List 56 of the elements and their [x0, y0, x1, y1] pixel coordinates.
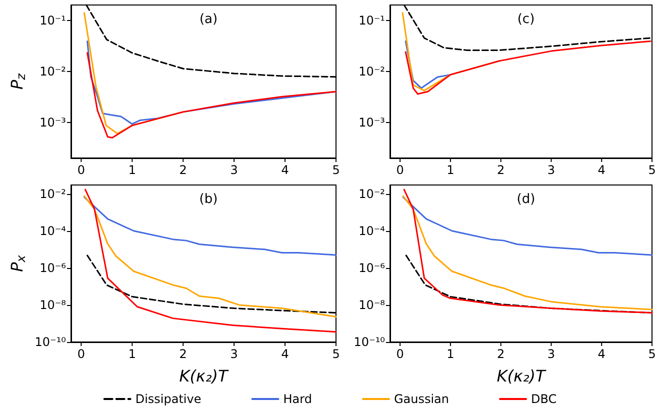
- y-tick-label: 10⁻⁶: [358, 260, 386, 275]
- line-series: [86, 52, 337, 138]
- x-tick-label: 2: [497, 163, 505, 177]
- x-tick-label: 3: [547, 163, 556, 177]
- y-tick-label: 10⁻⁶: [40, 260, 66, 275]
- x-tick-label: 4: [281, 347, 289, 361]
- x-axis-title: K(κ₂)T: [496, 366, 547, 386]
- text: (b): [199, 192, 218, 207]
- x-tick-label: 2: [497, 347, 505, 361]
- x-tick-label: 0: [396, 347, 404, 361]
- legend-label: Dissipative: [135, 392, 202, 406]
- y-tick-label: 10⁻¹⁰: [34, 335, 66, 349]
- y-tick-label: 10⁻²: [40, 186, 66, 201]
- y-tick-label: 10⁻⁸: [358, 298, 386, 312]
- x-tick-label: 3: [230, 163, 238, 177]
- x-tick-label: 4: [281, 163, 289, 177]
- line-series: [84, 195, 337, 318]
- line-series: [84, 188, 337, 333]
- x-tick-label: 2: [179, 163, 187, 177]
- x-tick-label: 5: [648, 163, 656, 177]
- x-tick-label: 0: [77, 163, 86, 177]
- x-tick-label: 3: [547, 347, 556, 361]
- y-tick-label: 10⁻²: [358, 64, 386, 78]
- y-axis-title: Pz: [8, 72, 28, 90]
- x-tick-label: 1: [446, 163, 454, 177]
- legend-label: Gaussian: [394, 392, 450, 406]
- x-tick-label: 5: [332, 347, 340, 361]
- x-tick-label: 2: [179, 347, 187, 361]
- x-tick-label: 4: [598, 347, 606, 361]
- y-tick-label: 10⁻¹: [358, 13, 386, 28]
- x-tick-label: 3: [230, 347, 238, 361]
- text: (d): [516, 192, 536, 207]
- y-tick-label: 10⁻²: [358, 186, 386, 201]
- y-axis-title: Px: [8, 254, 28, 272]
- y-tick-label: 10⁻⁴: [40, 224, 66, 238]
- x-tick-label: 1: [128, 347, 136, 361]
- y-tick-label: 10⁻³: [40, 115, 66, 130]
- x-tick-label: 5: [332, 163, 340, 177]
- line-series: [404, 40, 652, 95]
- y-tick-label: 10⁻³: [358, 115, 386, 130]
- x-tick-label: 5: [648, 347, 656, 361]
- x-tick-label: 0: [77, 347, 86, 361]
- x-tick-label: 4: [598, 163, 606, 177]
- text: (c): [517, 12, 535, 27]
- y-tick-label: 10⁻⁸: [40, 298, 66, 312]
- y-tick-label: 10⁻⁴: [358, 224, 386, 238]
- legend-label: DBC: [531, 392, 557, 406]
- legend-label: Hard: [283, 392, 312, 406]
- y-tick-label: 10⁻²: [40, 64, 66, 78]
- x-tick-label: 1: [446, 347, 454, 361]
- y-tick-label: 10⁻¹: [40, 13, 66, 28]
- x-axis-title: K(κ₂)T: [179, 366, 230, 386]
- y-tick-label: 10⁻¹⁰: [354, 335, 386, 349]
- x-tick-label: 1: [128, 163, 136, 177]
- x-tick-label: 0: [396, 163, 404, 177]
- text: (a): [199, 12, 218, 27]
